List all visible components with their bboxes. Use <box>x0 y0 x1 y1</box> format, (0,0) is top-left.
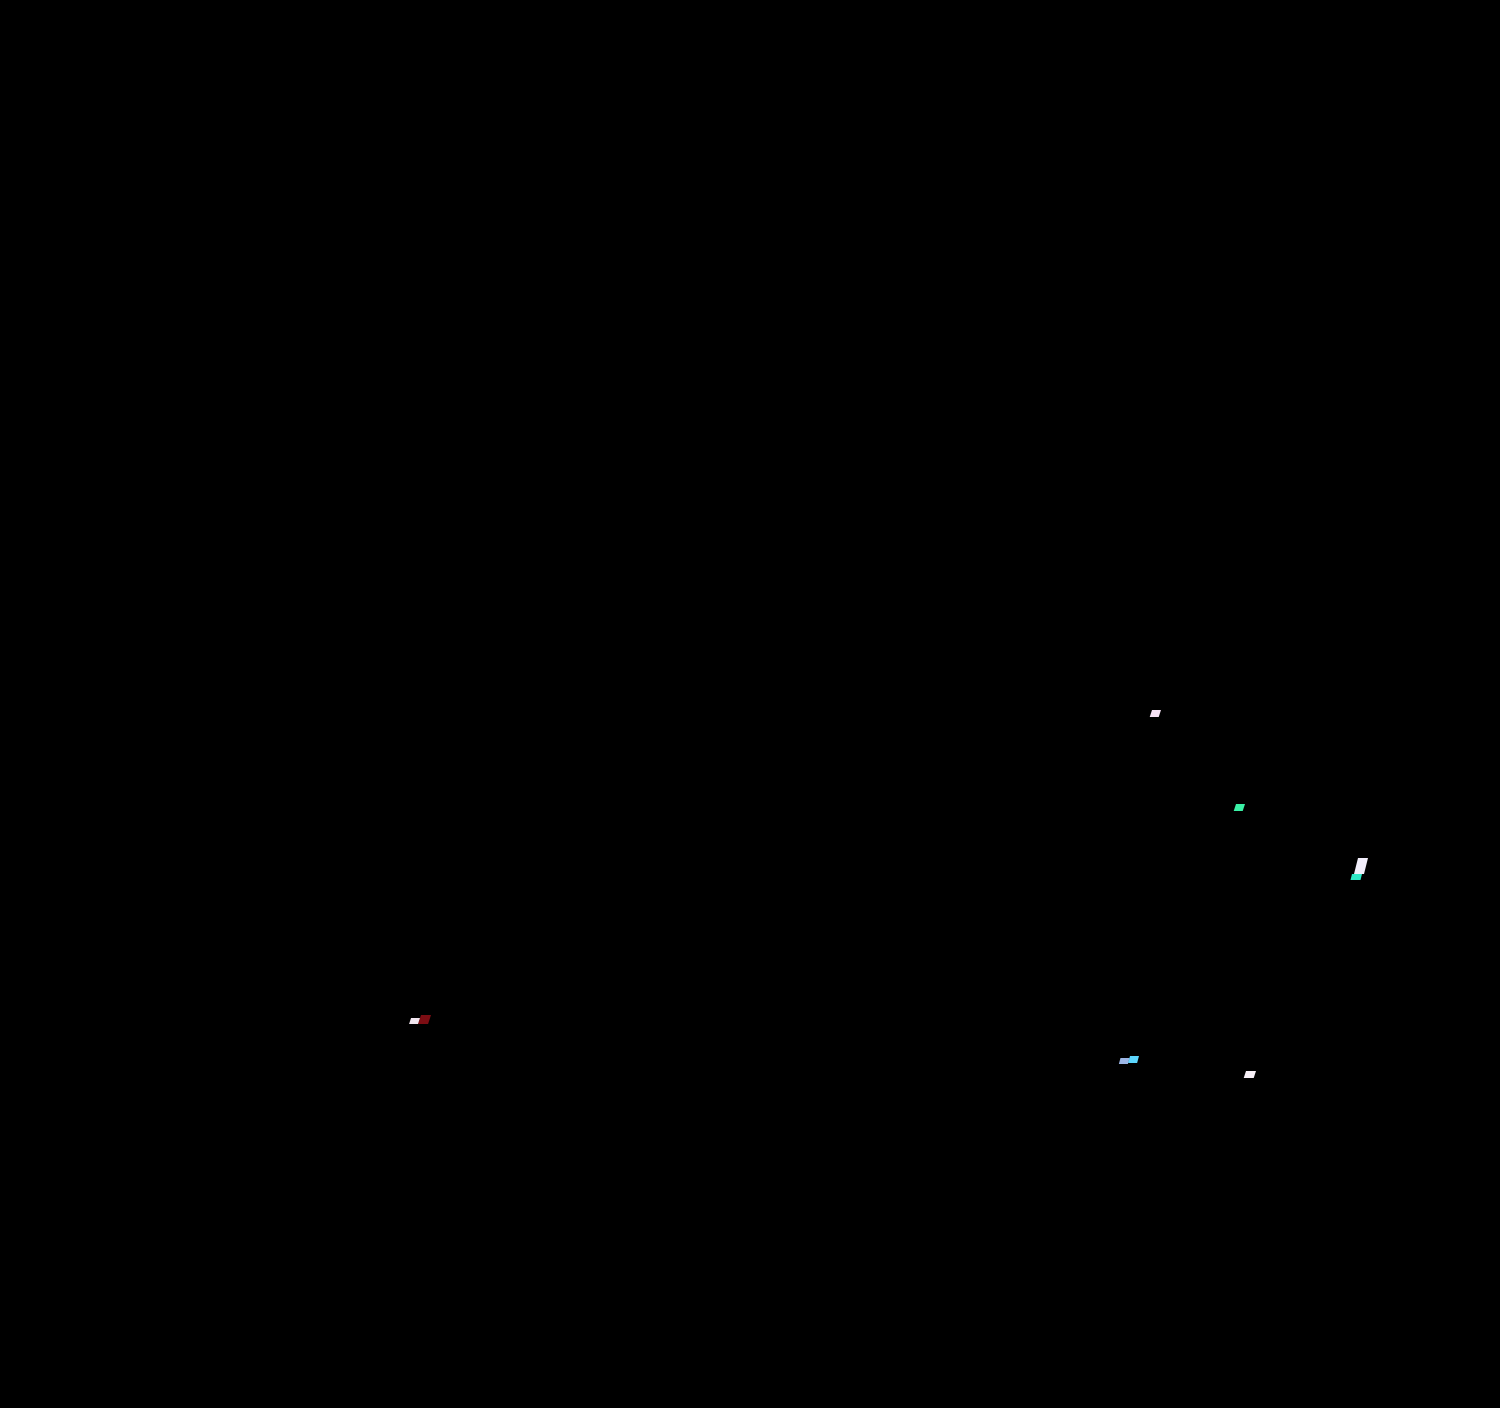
white-speck-part <box>1243 1071 1256 1078</box>
white-teal-glint-part <box>1354 858 1368 874</box>
mint-green-speck-part <box>1233 804 1245 811</box>
white-teal-glint-part <box>1350 874 1363 880</box>
light-pink-speck-part <box>1149 710 1161 717</box>
blue-cyan-glint-part <box>1128 1056 1139 1063</box>
white-darkred-glint-part <box>418 1015 431 1024</box>
